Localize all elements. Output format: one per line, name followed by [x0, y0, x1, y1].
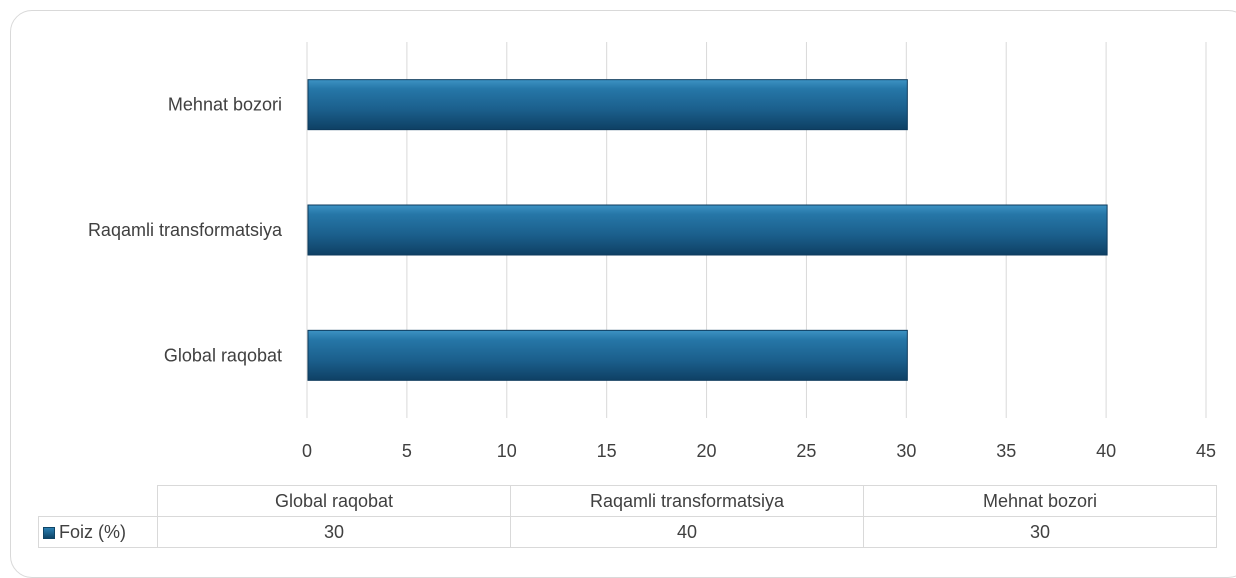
x-tick-label: 40 [1096, 441, 1116, 461]
data-table-corner [38, 485, 158, 517]
data-table-value-cell: 40 [510, 516, 864, 548]
category-label: Raqamli transformatsiya [88, 220, 283, 240]
category-label: Mehnat bozori [168, 95, 282, 115]
data-table-value-cell: 30 [157, 516, 511, 548]
data-table-series-label: Foiz (%) [38, 516, 158, 548]
data-table-value-cell: 30 [863, 516, 1217, 548]
bar [307, 79, 908, 131]
data-table-value-row: Foiz (%) 30 40 30 [38, 516, 1217, 548]
x-tick-label: 30 [896, 441, 916, 461]
category-label: Global raqobat [164, 345, 282, 365]
x-tick-label: 10 [497, 441, 517, 461]
bar [307, 329, 908, 381]
x-tick-label: 25 [796, 441, 816, 461]
x-tick-label: 5 [402, 441, 412, 461]
data-table-header-cell: Global raqobat [157, 485, 511, 517]
data-table-header-cell: Mehnat bozori [863, 485, 1217, 517]
x-tick-label: 45 [1196, 441, 1216, 461]
data-table-header-cell: Raqamli transformatsiya [510, 485, 864, 517]
series-name: Foiz (%) [59, 521, 126, 542]
legend-key-icon [43, 526, 55, 539]
data-table-header-row: Global raqobat Raqamli transformatsiya M… [38, 485, 1217, 517]
bar-chart: 0 5 10 15 20 25 30 35 40 45 Global raqobat Raqamli … [88, 42, 1216, 461]
x-tick-label: 15 [597, 441, 617, 461]
data-table: Global raqobat Raqamli transformatsiya M… [38, 485, 1217, 548]
x-tick-label: 35 [996, 441, 1016, 461]
x-tick-label: 20 [697, 441, 717, 461]
x-tick-label: 0 [302, 441, 312, 461]
bar [307, 204, 1108, 256]
